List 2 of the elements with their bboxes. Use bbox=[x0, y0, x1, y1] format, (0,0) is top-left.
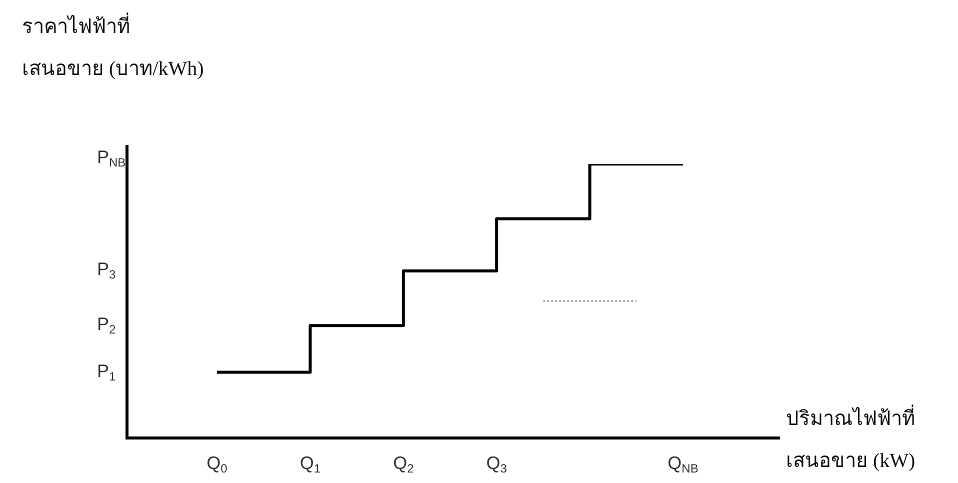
x-axis-title: ปริมาณไฟฟ้าที่ เสนอขาย (kW) bbox=[786, 404, 916, 474]
y-axis-title: ราคาไฟฟ้าที่ เสนอขาย (บาท/kWh) bbox=[22, 12, 204, 82]
